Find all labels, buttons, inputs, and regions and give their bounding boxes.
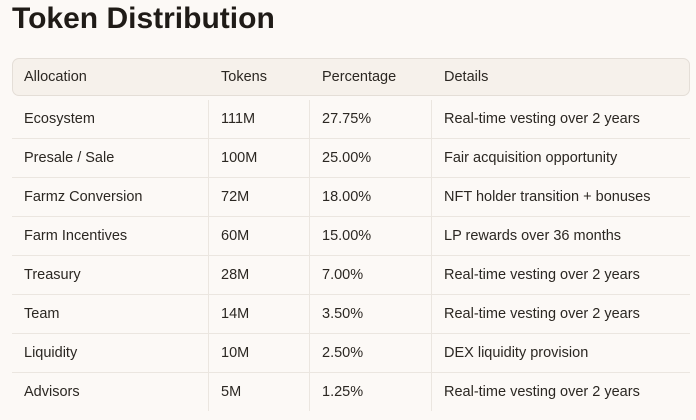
column-header: Allocation: [24, 69, 87, 85]
table: Allocation Tokens Percentage Details Ecosys…: [12, 58, 690, 411]
table-cell: 5M: [221, 384, 242, 400]
table-cell: 10M: [221, 345, 250, 361]
table-cell: Ecosystem: [24, 111, 95, 127]
table-row: Advisors 5M 1.25% Real-time vesting over 2 …: [12, 373, 690, 411]
table-row: Farmz Conversion 72M 18.00% NFT holder tran…: [12, 178, 690, 217]
table-body: Ecosystem 111M 27.75% Real-time vesting ove…: [12, 100, 690, 411]
table-cell: 27.75%: [322, 111, 372, 127]
table-cell: Real-time vesting over 2 years: [444, 384, 640, 400]
column-header: Details: [444, 69, 489, 85]
column-header: Tokens: [221, 69, 267, 85]
table-row: Team 14M 3.50% Real-time vesting over 2 yea…: [12, 295, 690, 334]
table-cell: 14M: [221, 306, 250, 322]
column-header: Percentage: [322, 69, 397, 85]
table-cell: Real-time vesting over 2 years: [444, 267, 640, 283]
table-cell: Farm Incentives: [24, 228, 128, 244]
table-cell: Real-time vesting over 2 years: [444, 306, 640, 322]
table-cell: Presale / Sale: [24, 150, 115, 166]
table-cell: 28M: [221, 267, 250, 283]
table-cell: LP rewards over 36 months: [444, 228, 622, 244]
table-cell: 60M: [221, 228, 250, 244]
table-cell: DEX liquidity provision: [444, 345, 589, 361]
table-row: Ecosystem 111M 27.75% Real-time vesting ove…: [12, 100, 690, 139]
table-cell: 111M: [221, 111, 256, 127]
table-cell: Advisors: [24, 384, 80, 400]
title: Token Distribution: [12, 2, 275, 35]
table-cell: 3.50%: [322, 306, 364, 322]
table-cell: 7.00%: [322, 267, 364, 283]
table-row: Presale / Sale 100M 25.00% Fair acquisition…: [12, 139, 690, 178]
table-cell: 18.00%: [322, 189, 372, 205]
table-cell: 1.25%: [322, 384, 364, 400]
table-cell: Team: [24, 306, 60, 322]
table-cell: Treasury: [24, 267, 81, 283]
table-cell: 15.00%: [322, 228, 372, 244]
table-cell: 2.50%: [322, 345, 364, 361]
table-cell: 25.00%: [322, 150, 372, 166]
table-cell: Fair acquisition opportunity: [444, 150, 618, 166]
table-cell: 100M: [221, 150, 258, 166]
table-cell: NFT holder transition + bonuses: [444, 189, 651, 205]
table-row: Liquidity 10M 2.50% DEX liquidity provision: [12, 334, 690, 373]
table-cell: Liquidity: [24, 345, 78, 361]
table-cell: Farmz Conversion: [24, 189, 143, 205]
table-cell: Real-time vesting over 2 years: [444, 111, 640, 127]
table-header: Allocation Tokens Percentage Details: [12, 58, 690, 96]
table-cell: 72M: [221, 189, 250, 205]
table-row: Treasury 28M 7.00% Real-time vesting over 2…: [12, 256, 690, 295]
table-row: Farm Incentives 60M 15.00% LP rewards over …: [12, 217, 690, 256]
